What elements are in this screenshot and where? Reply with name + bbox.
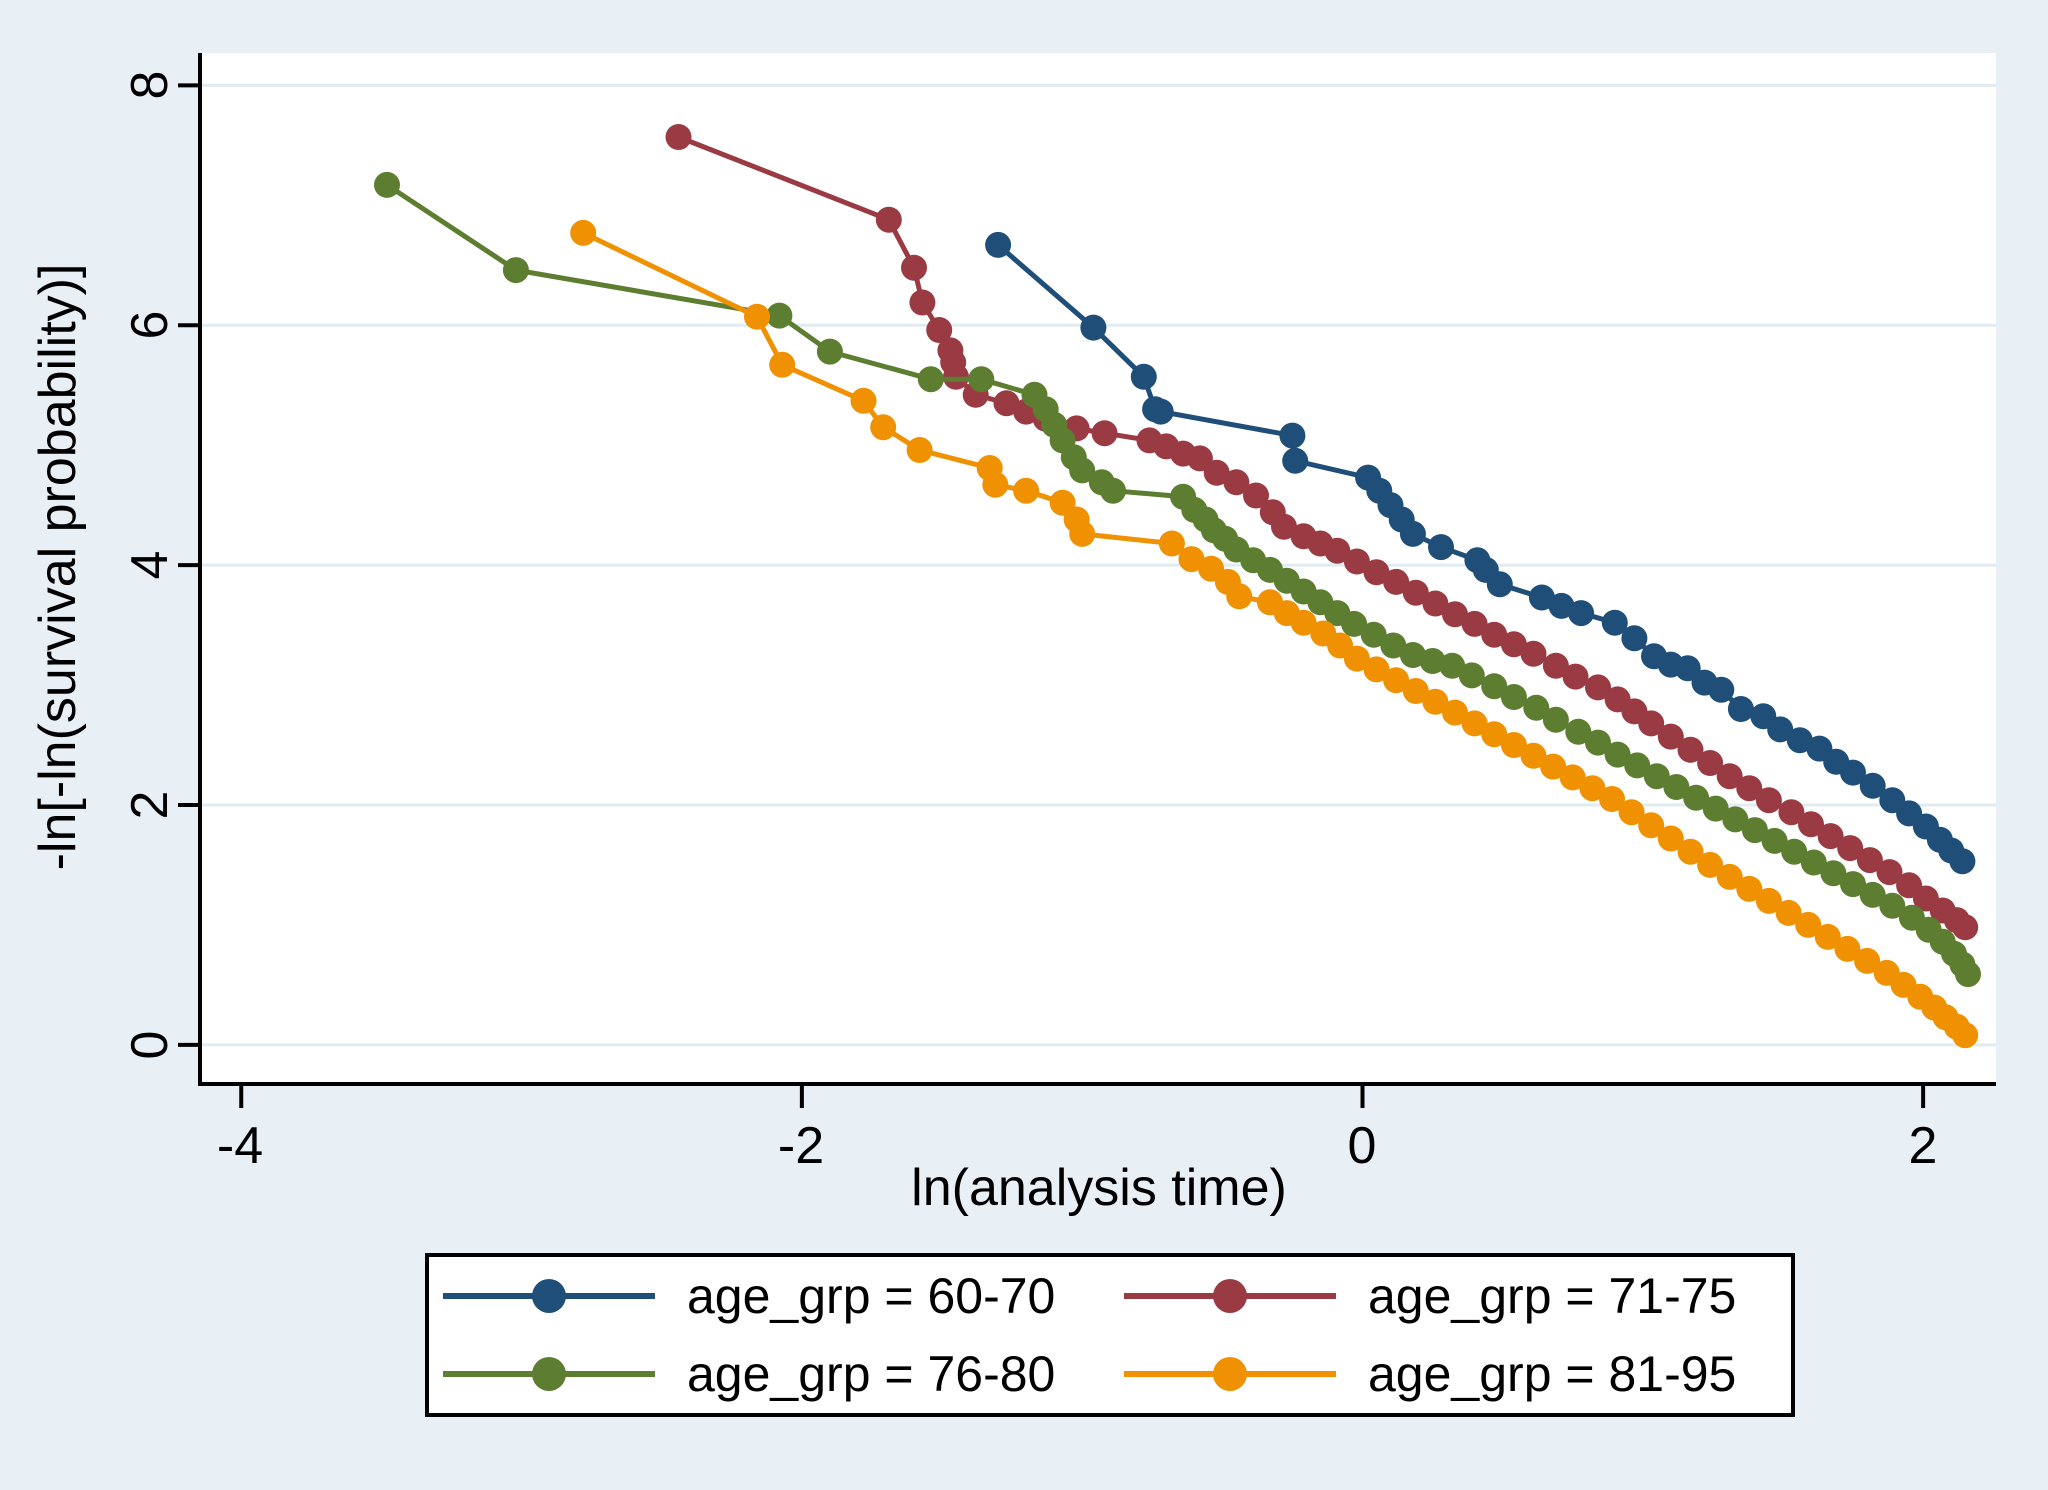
y-tick-label: 4 [121,550,179,580]
x-tick-label: -2 [777,1117,825,1175]
legend-entry: age_grp = 76-80 [429,1335,1110,1413]
legend-label: age_grp = 81-95 [1368,1346,1737,1402]
legend-marker [1124,1276,1336,1316]
legend-entry: age_grp = 60-70 [429,1257,1110,1335]
legend-marker [1124,1354,1336,1394]
legend-marker [443,1354,655,1394]
legend-label: age_grp = 60-70 [687,1268,1056,1324]
y-tick-label: 6 [121,310,179,340]
y-tick-label: 8 [121,70,179,100]
legend-entry: age_grp = 71-75 [1110,1257,1791,1335]
legend-label: age_grp = 76-80 [687,1346,1056,1402]
legend-entry: age_grp = 81-95 [1110,1335,1791,1413]
x-tick-label: 2 [1908,1117,1938,1175]
legend-label: age_grp = 71-75 [1368,1268,1737,1324]
x-axis-title: ln(analysis time) [911,1159,1287,1217]
y-axis-title: -ln[-ln(survival probability)] [29,263,87,871]
legend-marker [443,1276,655,1316]
y-tick-label: 2 [121,790,179,820]
x-tick-label: 0 [1347,1117,1377,1175]
legend: age_grp = 60-70 age_grp = 71-75 age_grp … [425,1253,1795,1417]
legend-marker-dot [532,1279,566,1313]
plot-area [202,53,1996,1082]
legend-marker-dot [1213,1357,1247,1391]
legend-marker-dot [1213,1279,1247,1313]
legend-marker-dot [532,1357,566,1391]
x-tick-label: -4 [216,1117,264,1175]
y-tick-label: 0 [121,1030,179,1060]
